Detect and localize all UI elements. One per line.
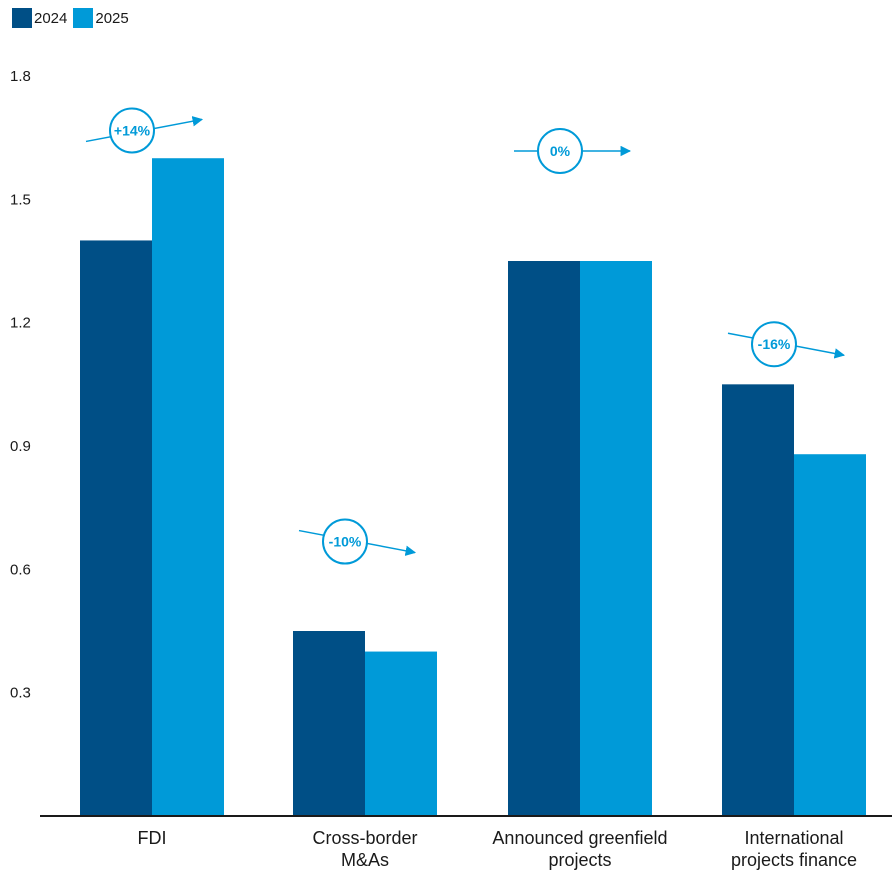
change-badge (322, 518, 368, 565)
legend-item-2024: 2024 (12, 8, 67, 28)
bar-2024-3 (722, 384, 794, 816)
legend-item-2025: 2025 (73, 8, 129, 28)
x-tick-label: Cross-border (312, 828, 417, 848)
bar-2024-2 (508, 261, 580, 816)
change-badge (109, 107, 155, 154)
x-tick-label: Announced greenfield (492, 828, 667, 848)
bar-2025-1 (365, 651, 437, 816)
x-tick-label: M&As (341, 850, 389, 870)
change-label: +14% (114, 122, 151, 138)
change-label: -10% (329, 534, 362, 550)
y-tick-label: 0.9 (10, 438, 31, 455)
y-tick-label: 0.3 (10, 685, 31, 702)
legend-label-2025: 2025 (95, 9, 129, 27)
bar-2025-0 (152, 158, 224, 816)
bar-2025-3 (794, 454, 866, 816)
bar-2024-1 (293, 631, 365, 816)
y-tick-label: 1.8 (10, 68, 31, 85)
legend-swatch-2024 (12, 8, 32, 28)
x-tick-label: International (744, 828, 843, 848)
x-tick-label: projects finance (731, 850, 857, 870)
legend: 2024 2025 (12, 8, 135, 28)
bar-2025-2 (580, 261, 652, 816)
x-tick-label: projects (548, 850, 611, 870)
change-badge (751, 321, 797, 368)
legend-swatch-2025 (73, 8, 94, 28)
legend-label-2024: 2024 (34, 9, 68, 27)
x-tick-label: FDI (138, 828, 167, 848)
y-tick-label: 1.5 (10, 191, 31, 208)
change-label: -16% (758, 336, 791, 352)
bar-2024-0 (80, 240, 152, 816)
change-badge (537, 128, 583, 174)
y-tick-label: 0.6 (10, 561, 31, 578)
change-label: 0% (550, 143, 571, 159)
y-tick-label: 1.2 (10, 315, 31, 332)
